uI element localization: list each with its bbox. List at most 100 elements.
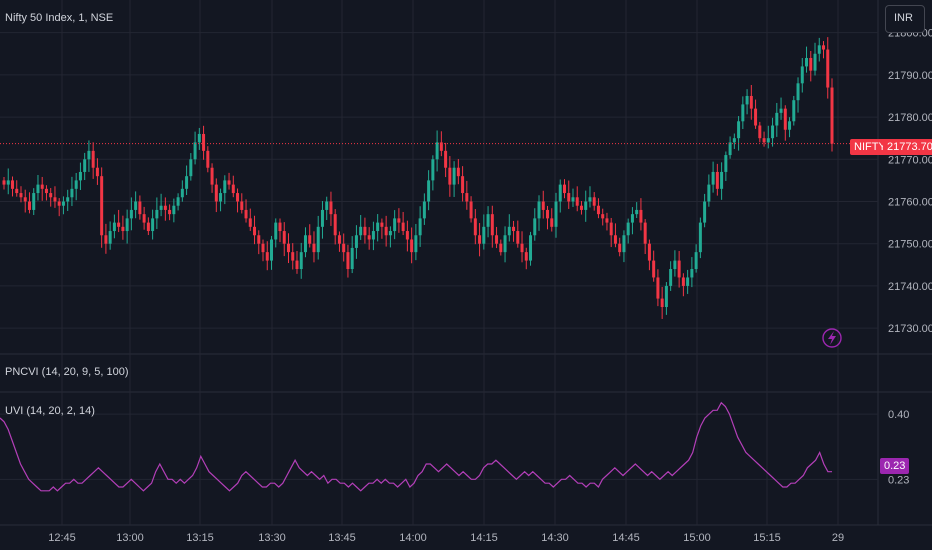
candle (754, 99, 758, 129)
grid-lines (0, 0, 932, 526)
candle (15, 180, 19, 197)
candle (826, 37, 830, 99)
candle (231, 175, 235, 198)
candle (91, 142, 95, 179)
candle (291, 243, 295, 270)
candle (562, 179, 566, 199)
candle (100, 167, 104, 248)
candle (40, 176, 44, 201)
uvi-tick-label: 0.40 (888, 409, 909, 421)
candle (715, 163, 719, 196)
candle (647, 239, 651, 271)
price-axis[interactable]: 21730.00 21740.00 21750.00 21760.00 21770.00… (888, 28, 932, 335)
candle (703, 193, 707, 228)
price-tick-label: 21750.00 (888, 239, 932, 251)
uvi-axis[interactable]: 0.40 0.23 (888, 409, 909, 486)
candle (210, 163, 214, 193)
candle (367, 227, 371, 250)
candle (592, 192, 596, 211)
candle (405, 220, 409, 252)
candle (609, 217, 613, 248)
candle (495, 226, 499, 249)
candle (529, 231, 533, 266)
candle (240, 193, 244, 214)
candle (393, 210, 397, 240)
candle (469, 196, 473, 223)
candle (401, 211, 405, 236)
pncvi-label[interactable]: PNCVI (14, 20, 9, 5, 100) (5, 366, 129, 378)
candle (261, 239, 265, 262)
candle (359, 215, 363, 240)
candle (159, 193, 163, 217)
candle (499, 239, 503, 256)
candle (83, 152, 87, 181)
candle (550, 208, 554, 232)
candle (23, 189, 27, 213)
candle (707, 174, 711, 207)
chart-title[interactable]: Nifty 50 Index, 1, NSE (5, 12, 114, 24)
candle (223, 175, 227, 205)
candle (635, 202, 639, 219)
candle (214, 178, 218, 213)
candle (95, 158, 99, 185)
candle (681, 273, 685, 297)
candle (138, 195, 142, 220)
candle (622, 230, 626, 263)
candle (830, 78, 834, 152)
candle (478, 223, 482, 257)
candle (618, 237, 622, 257)
candle (414, 223, 418, 261)
candle (435, 130, 439, 172)
candle (270, 235, 274, 270)
candle (248, 208, 252, 231)
candle (461, 166, 465, 202)
time-tick-label: 14:00 (399, 532, 427, 544)
uvi-label[interactable]: UVI (14, 20, 2, 14) (5, 405, 95, 417)
candle (486, 206, 490, 238)
price-tick-label: 21740.00 (888, 281, 932, 293)
candle (19, 186, 23, 203)
candle (482, 214, 486, 250)
candle (664, 282, 668, 315)
candle (809, 50, 813, 82)
candle (796, 77, 800, 113)
candle (342, 233, 346, 262)
candle (533, 208, 537, 241)
candle (652, 250, 656, 282)
candle (197, 127, 201, 150)
candle (567, 180, 571, 209)
candle (27, 192, 31, 214)
candle (766, 125, 770, 149)
candle (728, 136, 732, 159)
candle (427, 170, 431, 211)
candle (121, 215, 125, 240)
candle (749, 84, 753, 120)
candle (350, 236, 354, 274)
candle (397, 208, 401, 233)
price-tick-label: 21790.00 (888, 70, 932, 82)
candle (643, 219, 647, 255)
candle (762, 131, 766, 147)
candle (155, 197, 159, 230)
candle (800, 58, 804, 93)
candle (673, 250, 677, 277)
candle (554, 192, 558, 238)
candle (308, 224, 312, 248)
candle (316, 215, 320, 260)
candle (822, 41, 826, 59)
candle (388, 226, 392, 248)
candle (694, 244, 698, 273)
candle (690, 257, 694, 288)
time-axis[interactable]: 12:45 13:00 13:15 13:30 13:45 14:00 14:15 14:30… (48, 532, 844, 544)
candle (180, 180, 184, 202)
candle (376, 214, 380, 242)
last-price-badge: 21773.70 (883, 139, 932, 155)
currency-button[interactable]: INR (885, 5, 925, 33)
candle (286, 233, 290, 264)
candle (274, 218, 278, 248)
candle (2, 177, 6, 190)
flash-icon[interactable] (822, 328, 842, 348)
candle (384, 215, 388, 247)
candle (329, 191, 333, 226)
